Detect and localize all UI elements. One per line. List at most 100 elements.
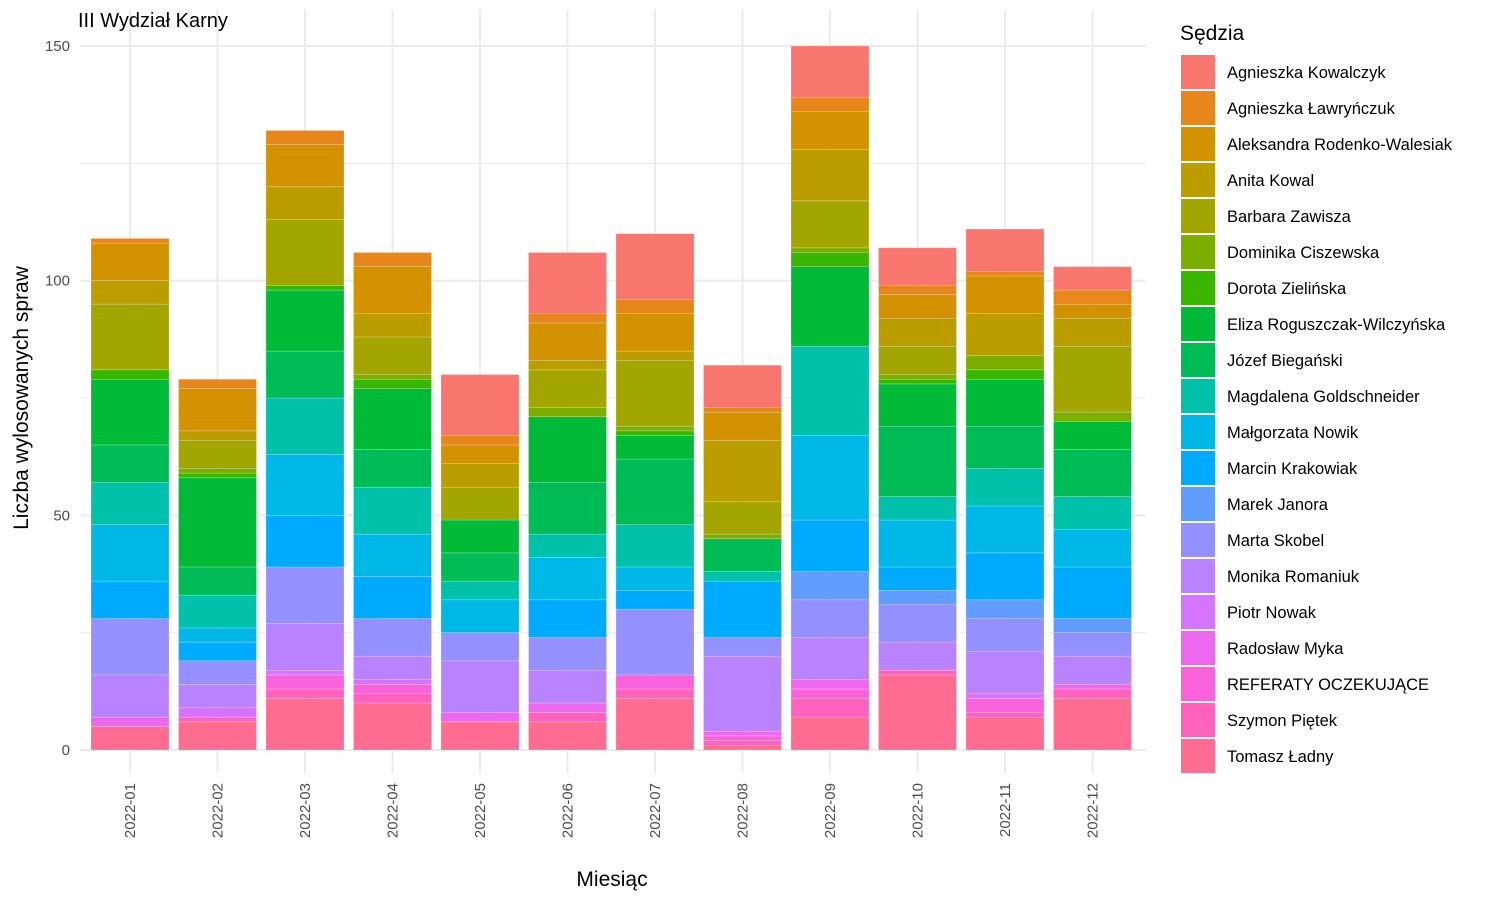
legend-item-eliza-roguszczak-wilczynska: Eliza Roguszczak-Wilczyńska bbox=[1181, 307, 1446, 341]
legend-label: Tomasz Ładny bbox=[1227, 748, 1334, 766]
bar-segment-anita-kowal bbox=[440, 463, 520, 488]
bar-segment-monika-romaniuk bbox=[440, 660, 520, 713]
bar-segment-marek-janora bbox=[1053, 618, 1132, 633]
legend-item-anita-kowal: Anita Kowal bbox=[1181, 163, 1314, 197]
bar-segment-barbara-zawisza bbox=[1053, 346, 1132, 413]
bar-segment-barbara-zawisza bbox=[615, 360, 695, 427]
legend-key bbox=[1181, 667, 1215, 701]
bar-segment-malgorzata-nowik bbox=[965, 505, 1045, 554]
bar-segment-aleksandra-rodenko-walesiak bbox=[703, 411, 782, 441]
bar-segment-marta-skobel bbox=[528, 637, 607, 671]
bar-segment-agnieszka-kowalczyk bbox=[965, 228, 1045, 272]
x-tick-label: 2022-11 bbox=[997, 783, 1014, 837]
legend-key bbox=[1181, 523, 1215, 557]
legend-label: Agnieszka Kowalczyk bbox=[1227, 64, 1386, 82]
bar-segment-marta-skobel bbox=[878, 604, 957, 643]
bar-segment-magdalena-goldschneider bbox=[878, 496, 957, 521]
legend-label: Małgorzata Nowik bbox=[1227, 424, 1359, 442]
legend-label: Eliza Roguszczak-Wilczyńska bbox=[1227, 316, 1446, 334]
bar-segment-magdalena-goldschneider bbox=[178, 594, 257, 629]
bar-stack-2022-03 bbox=[265, 130, 345, 751]
bar-segment-referaty-oczekujace bbox=[703, 735, 782, 741]
bar-segment-dominika-ciszewska bbox=[178, 468, 257, 474]
bar-segment-referaty-oczekujace bbox=[790, 688, 870, 699]
bar-segment-dorota-zielinska bbox=[878, 378, 957, 385]
bar-segment-szymon-pietek bbox=[528, 712, 607, 723]
bar-segment-dorota-zielinska bbox=[353, 378, 432, 389]
bar-segment-agnieszka-lawrynczuk bbox=[1053, 289, 1132, 305]
bar-segment-agnieszka-kowalczyk bbox=[878, 247, 957, 286]
bar-segment-radoslaw-myka bbox=[440, 712, 520, 723]
legend-item-piotr-nowak: Piotr Nowak bbox=[1181, 595, 1317, 629]
bar-segment-monika-romaniuk bbox=[703, 655, 782, 732]
x-tick-label: 2022-12 bbox=[1085, 783, 1102, 838]
bar-stack-2022-10 bbox=[878, 247, 957, 751]
bar-segment-aleksandra-rodenko-walesiak bbox=[440, 444, 520, 465]
bar-segment-agnieszka-lawrynczuk bbox=[90, 238, 170, 244]
bar-segment-agnieszka-kowalczyk bbox=[528, 252, 607, 314]
bar-segment-dominika-ciszewska bbox=[965, 355, 1045, 371]
legend-label: Piotr Nowak bbox=[1227, 604, 1317, 622]
bar-segment-anita-kowal bbox=[965, 313, 1045, 357]
legend-key bbox=[1181, 91, 1215, 125]
bar-segment-anita-kowal bbox=[615, 350, 695, 361]
legend-key bbox=[1181, 235, 1215, 269]
bar-segment-magdalena-goldschneider bbox=[90, 482, 170, 526]
bar-segment-aleksandra-rodenko-walesiak bbox=[178, 388, 257, 432]
legend-item-agnieszka-kowalczyk: Agnieszka Kowalczyk bbox=[1181, 55, 1386, 89]
legend-label: Dorota Zielińska bbox=[1227, 280, 1347, 298]
x-tick-label: 2022-04 bbox=[385, 783, 402, 838]
bar-segment-eliza-roguszczak-wilczynska bbox=[353, 388, 432, 450]
bar-segment-tomasz-ladny bbox=[965, 716, 1045, 751]
legend-label: Radosław Myka bbox=[1227, 640, 1344, 658]
bar-segment-dominika-ciszewska bbox=[703, 533, 782, 540]
bar-segment-magdalena-goldschneider bbox=[615, 524, 695, 568]
bar-segment-marek-janora bbox=[790, 571, 870, 601]
bar-segment-monika-romaniuk bbox=[265, 622, 345, 671]
bar-segment-aleksandra-rodenko-walesiak bbox=[265, 144, 345, 188]
bar-segment-agnieszka-kowalczyk bbox=[703, 364, 782, 408]
bar-segment-dominika-ciszewska bbox=[528, 407, 607, 418]
bar-segment-agnieszka-lawrynczuk bbox=[178, 378, 257, 389]
bar-segment-monika-romaniuk bbox=[90, 674, 170, 718]
bar-segment-dominika-ciszewska bbox=[1053, 411, 1132, 422]
bar-segment-radoslaw-myka bbox=[790, 679, 870, 690]
x-tick-label: 2022-06 bbox=[560, 783, 577, 838]
bar-segment-dominika-ciszewska bbox=[615, 425, 695, 432]
bar-segment-magdalena-goldschneider bbox=[440, 580, 520, 601]
bar-segment-monika-romaniuk bbox=[790, 637, 870, 680]
legend-item-marek-janora: Marek Janora bbox=[1181, 487, 1329, 521]
bar-segment-radoslaw-myka bbox=[528, 702, 607, 713]
bar-stack-2022-05 bbox=[440, 374, 520, 751]
legend-label: Anita Kowal bbox=[1227, 172, 1314, 190]
bar-segment-szymon-pietek bbox=[878, 669, 957, 676]
bar-segment-marcin-krakowiak bbox=[353, 576, 432, 619]
bar-stack-2022-09 bbox=[790, 45, 870, 751]
x-tick-label: 2022-09 bbox=[822, 783, 839, 838]
bar-segment-eliza-roguszczak-wilczynska bbox=[878, 383, 957, 427]
bar-segment-barbara-zawisza bbox=[90, 303, 170, 371]
legend-key bbox=[1181, 739, 1215, 773]
bar-segment-eliza-roguszczak-wilczynska bbox=[615, 435, 695, 460]
bar-segment-anita-kowal bbox=[1053, 317, 1132, 347]
legend-item-barbara-zawisza: Barbara Zawisza bbox=[1181, 199, 1352, 233]
bar-segment-barbara-zawisza bbox=[790, 200, 870, 249]
bar-segment-marcin-krakowiak bbox=[178, 641, 257, 662]
bar-segment-monika-romaniuk bbox=[528, 669, 607, 704]
bar-segment-szymon-pietek bbox=[615, 688, 695, 699]
bar-segment-jozef-bieganski bbox=[353, 449, 432, 488]
legend-key bbox=[1181, 559, 1215, 593]
bar-segment-malgorzata-nowik bbox=[178, 627, 257, 643]
bar-segment-tomasz-ladny bbox=[703, 745, 782, 751]
bar-segment-dorota-zielinska bbox=[790, 252, 870, 267]
bar-segment-anita-kowal bbox=[878, 317, 957, 347]
bar-segment-jozef-bieganski bbox=[265, 350, 345, 399]
chart-title: III Wydział Karny bbox=[78, 10, 228, 32]
bar-segment-marta-skobel bbox=[790, 599, 870, 638]
bar-segment-eliza-roguszczak-wilczynska bbox=[790, 266, 870, 347]
bar-segment-piotr-nowak bbox=[353, 679, 432, 685]
x-tick-label: 2022-07 bbox=[647, 783, 664, 838]
y-axis-title: Liczba wylosowanych spraw bbox=[10, 265, 33, 530]
bar-segment-referaty-oczekujace bbox=[265, 674, 345, 690]
bar-segment-marcin-krakowiak bbox=[265, 515, 345, 568]
